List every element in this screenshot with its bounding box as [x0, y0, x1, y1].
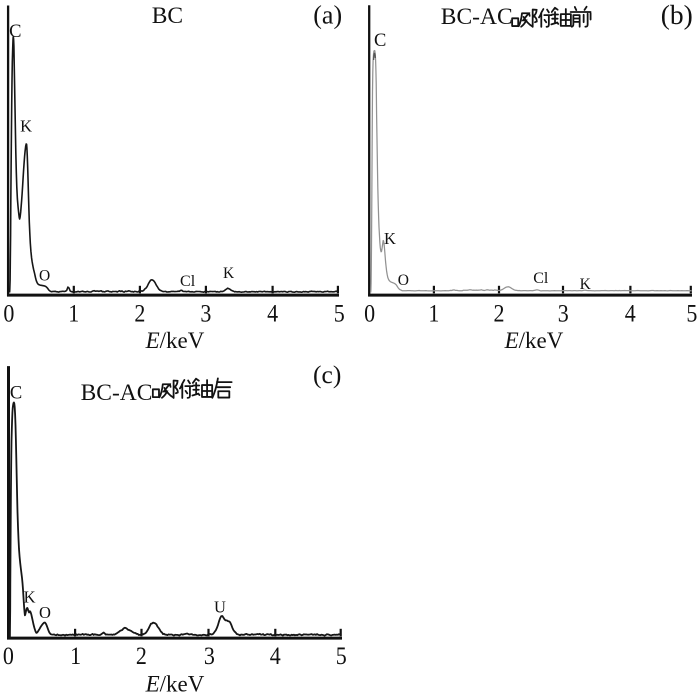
- svg-text:4: 4: [267, 300, 278, 328]
- svg-text:U: U: [214, 598, 226, 617]
- svg-text:Cl: Cl: [533, 270, 549, 287]
- svg-text:Cl: Cl: [180, 273, 196, 290]
- svg-text:BC: BC: [152, 3, 183, 29]
- svg-text:E/keV: E/keV: [145, 672, 205, 697]
- svg-text:K: K: [20, 116, 32, 135]
- svg-text:E/keV: E/keV: [145, 328, 205, 353]
- svg-text:K: K: [223, 265, 235, 282]
- svg-text:0: 0: [364, 300, 375, 328]
- svg-text:2: 2: [494, 300, 505, 328]
- svg-text:4: 4: [625, 300, 636, 328]
- svg-text:3: 3: [204, 643, 215, 671]
- svg-text:BC-AC: BC-AC: [441, 4, 513, 30]
- svg-text:3: 3: [558, 300, 569, 328]
- svg-text:5: 5: [334, 300, 345, 328]
- svg-text:0: 0: [3, 300, 14, 328]
- svg-text:K: K: [580, 276, 592, 293]
- svg-text:BC-AC: BC-AC: [81, 380, 153, 406]
- svg-text:K: K: [384, 229, 396, 248]
- svg-text:1: 1: [428, 300, 439, 328]
- svg-text:C: C: [10, 383, 22, 403]
- svg-text:O: O: [39, 603, 51, 622]
- svg-text:C: C: [374, 31, 386, 51]
- svg-text:0: 0: [3, 643, 14, 671]
- svg-text:1: 1: [68, 300, 79, 328]
- svg-text:(b): (b): [661, 0, 693, 30]
- svg-text:O: O: [398, 272, 409, 289]
- svg-text:E/keV: E/keV: [504, 328, 564, 353]
- svg-text:K: K: [24, 587, 36, 606]
- svg-text:1: 1: [70, 643, 81, 671]
- svg-text:5: 5: [686, 300, 697, 328]
- svg-text:(a): (a): [313, 0, 342, 29]
- svg-text:5: 5: [336, 643, 347, 671]
- svg-text:3: 3: [200, 300, 211, 328]
- svg-text:4: 4: [270, 643, 281, 671]
- svg-text:2: 2: [136, 643, 147, 671]
- svg-text:C: C: [9, 22, 21, 42]
- svg-text:(c): (c): [313, 360, 341, 389]
- svg-text:O: O: [39, 267, 50, 284]
- svg-text:2: 2: [134, 300, 145, 328]
